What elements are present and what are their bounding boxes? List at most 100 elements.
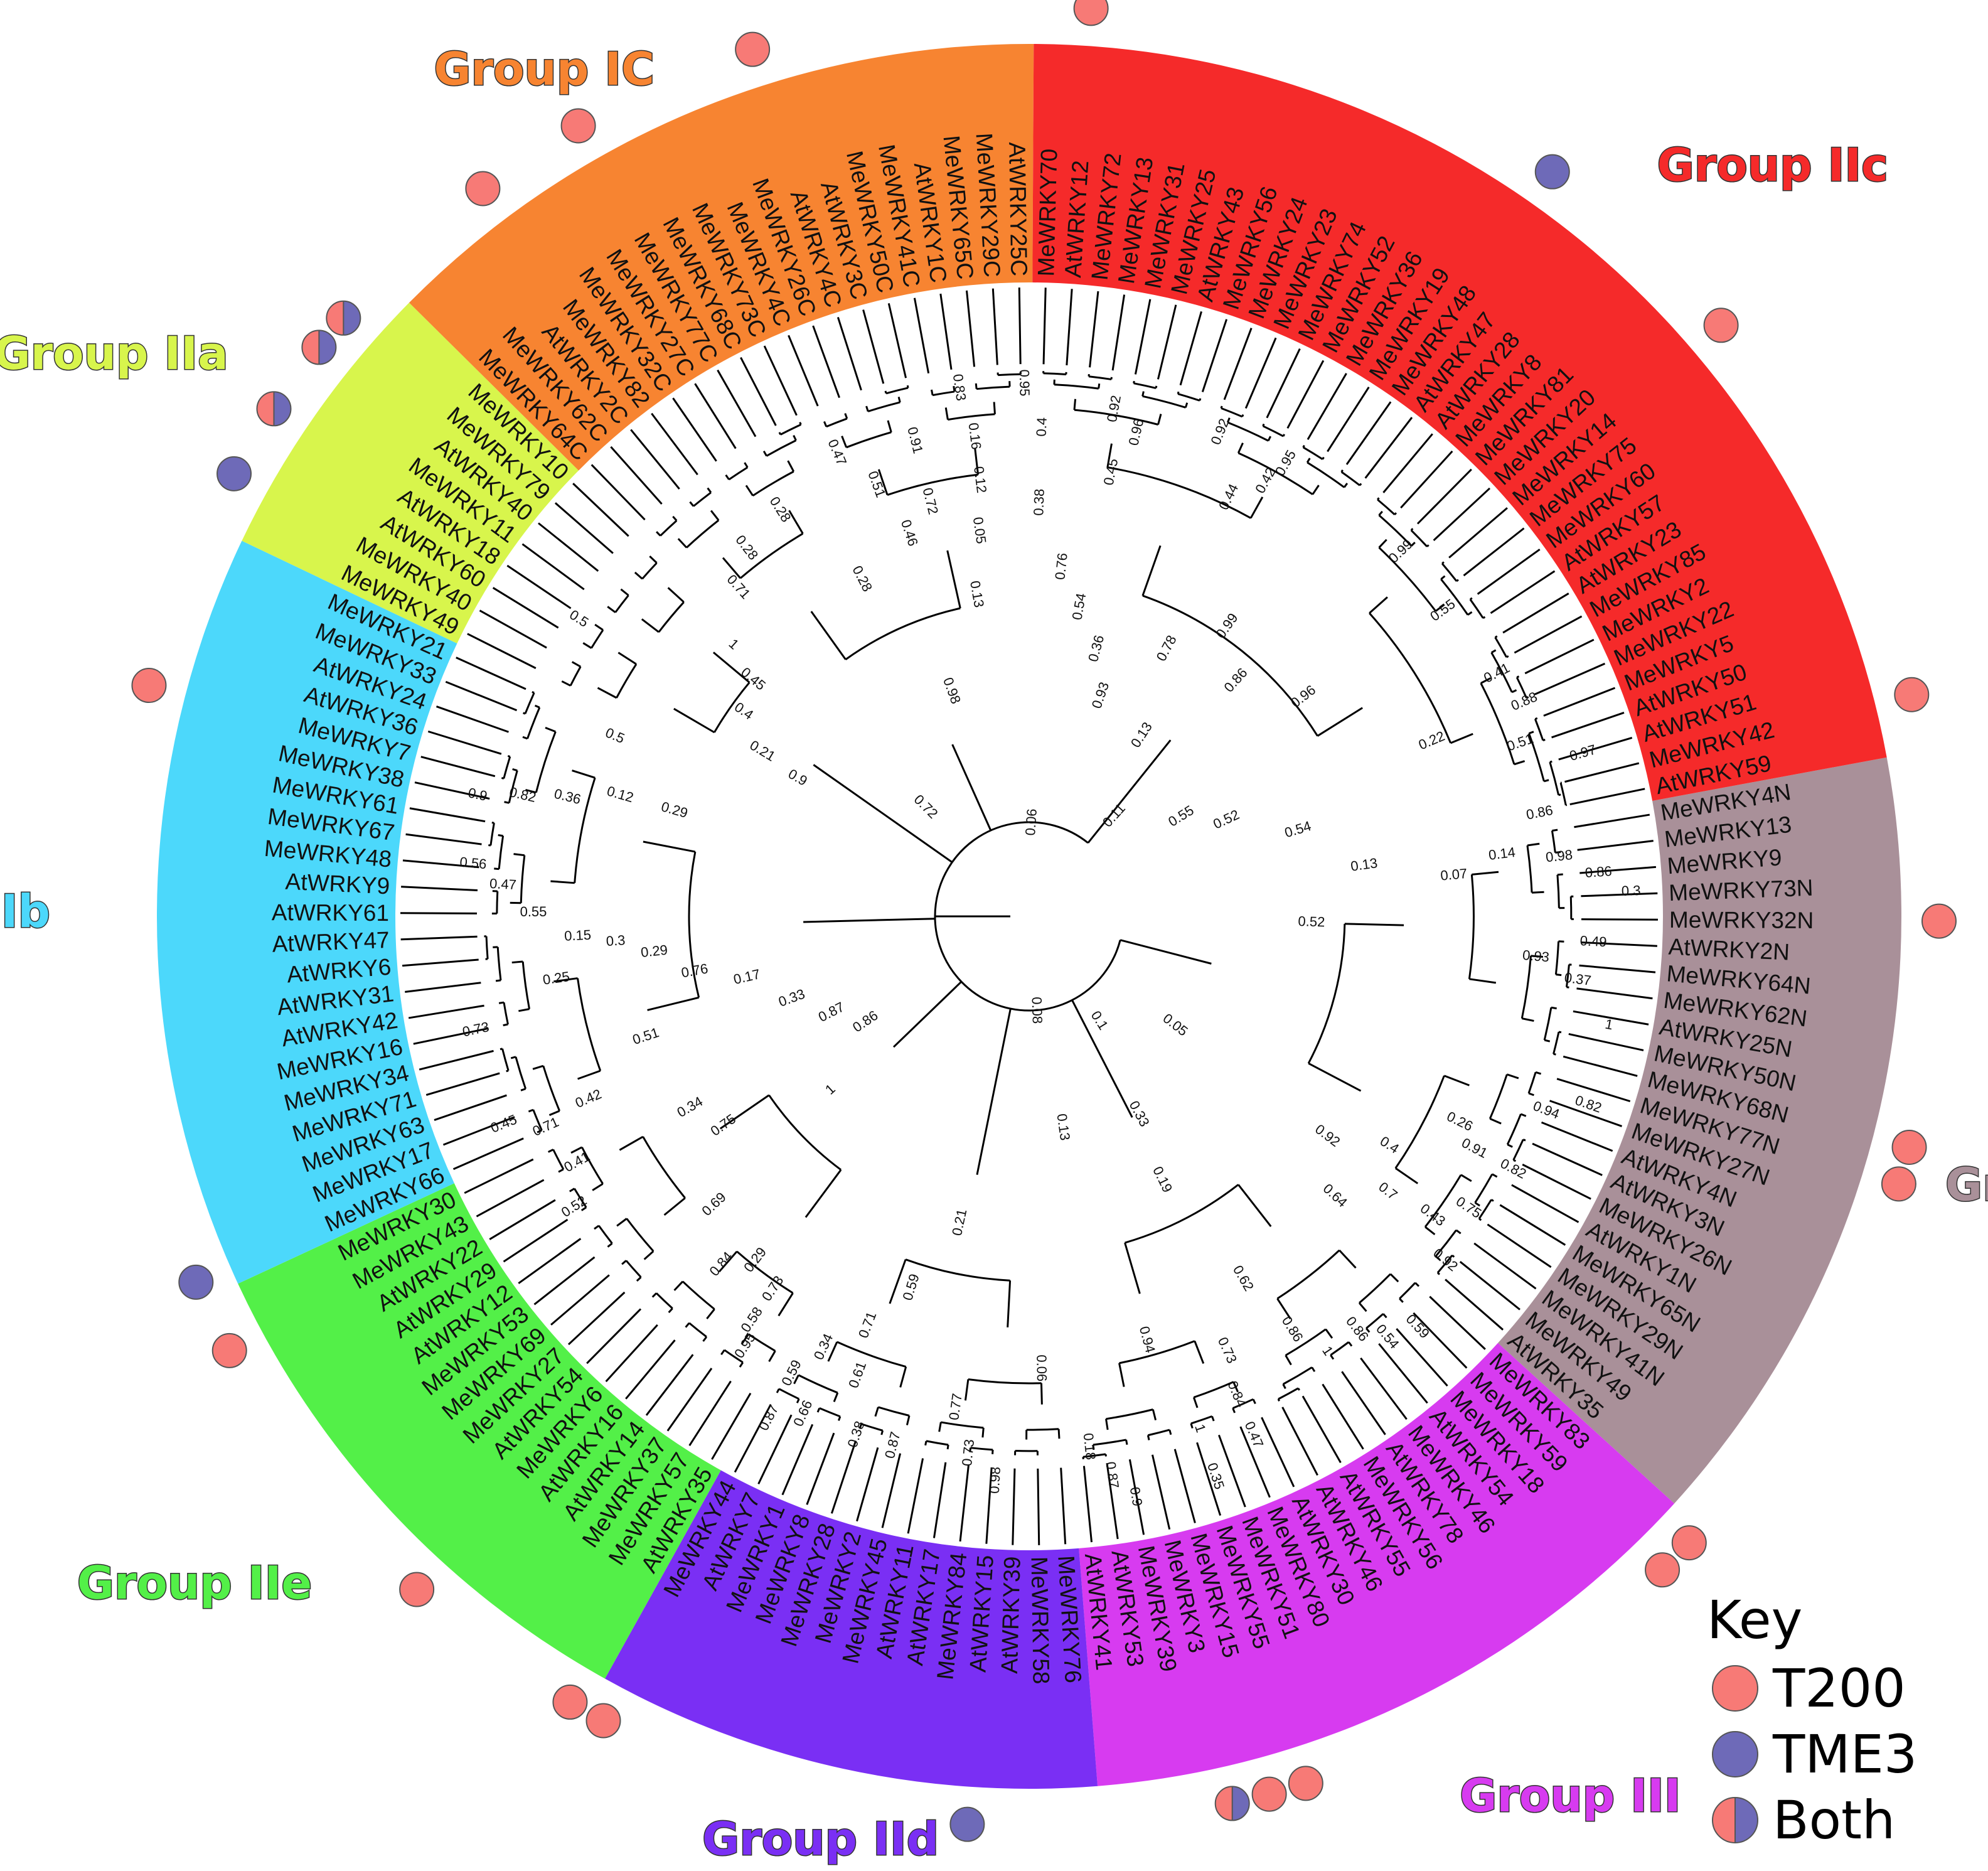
tree-branch (581, 1147, 604, 1184)
bootstrap-value: 0.52 (1210, 807, 1241, 832)
tree-branch (1426, 544, 1430, 547)
tree-branch (763, 345, 798, 416)
tree-branch (1549, 761, 1560, 796)
tree-branch (689, 501, 695, 507)
bootstrap-value: 0.92 (1207, 416, 1232, 447)
tree-branch (1194, 1341, 1205, 1364)
tree-branch (673, 1280, 684, 1291)
tree-branch (434, 1094, 507, 1121)
tree-branch (485, 936, 489, 960)
tree-branch (907, 1458, 924, 1534)
tree-branch (892, 981, 963, 1048)
tree-branch (1490, 649, 1497, 654)
bootstrap-value: 0.9 (467, 785, 489, 804)
bootstrap-value: 0.58 (737, 1304, 766, 1335)
leaf-label: MeWRKY73N (1669, 875, 1814, 906)
tree-branch (1105, 1418, 1109, 1430)
tree-branch (841, 436, 848, 448)
tree-branch (856, 1447, 879, 1522)
leaf-label: AtWRKY9 (285, 869, 390, 899)
bootstrap-value: 0.43 (1418, 1201, 1448, 1230)
tree-branch (778, 1292, 794, 1317)
group-label: Group IIe (77, 1557, 312, 1609)
tree-branch (476, 1179, 545, 1218)
bootstrap-value: 0.21 (949, 1208, 970, 1237)
t200-marker (211, 1332, 247, 1368)
t200-marker (1703, 308, 1739, 343)
bootstrap-value: 0.93 (1522, 947, 1550, 965)
tree-branch (647, 996, 700, 1011)
t200-marker (131, 668, 167, 704)
tree-branch (1480, 682, 1515, 765)
tree-branch (1527, 1071, 1537, 1094)
tree-branch (489, 822, 495, 846)
tree-branch (1576, 987, 1653, 1000)
bootstrap-value: 0.47 (489, 876, 517, 893)
tree-branch (1472, 871, 1499, 876)
tree-branch (884, 390, 887, 394)
tree-branch (1511, 689, 1517, 694)
tree-branch (641, 562, 658, 580)
tree-branch (1526, 696, 1529, 699)
tree-branch (793, 434, 797, 441)
legend-item-label: TME3 (1772, 1724, 1917, 1785)
tree-branch (707, 487, 712, 493)
bootstrap-value: 0.87 (1103, 1461, 1122, 1489)
tree-branch (740, 1333, 749, 1345)
tree-branch (524, 692, 535, 714)
bootstrap-value: 0.28 (849, 563, 875, 594)
tree-branch (545, 727, 556, 733)
t200-marker (735, 31, 771, 67)
bootstrap-value: 0.69 (698, 1189, 729, 1219)
tree-branch (1266, 348, 1301, 419)
tree-branch (1237, 442, 1244, 454)
tree-branch (1173, 1449, 1196, 1523)
bootstrap-value: 0.4 (732, 699, 756, 723)
tree-branch (666, 1368, 713, 1432)
tree-branch (400, 935, 478, 941)
tree-branch (1226, 417, 1231, 423)
tree-branch (874, 1407, 879, 1417)
tree-branch (1463, 527, 1525, 577)
tree-branch (877, 469, 889, 496)
tree-branch (1568, 1033, 1644, 1051)
tree-branch (620, 588, 629, 596)
bootstrap-value: 0.82 (1498, 1155, 1529, 1182)
bootstrap-value: 0.13 (1350, 855, 1379, 874)
tree-branch (420, 756, 496, 778)
tree-branch (436, 705, 509, 733)
tree-branch (745, 485, 754, 496)
bootstrap-value: 0.84 (1224, 1378, 1249, 1409)
tree-branch (1581, 892, 1658, 898)
bootstrap-value: 0.33 (776, 986, 807, 1010)
leaf-label: AtWRKY61 (272, 899, 389, 926)
tree-branch (605, 1324, 658, 1383)
bootstrap-value: 0.34 (675, 1093, 706, 1120)
bootstrap-value: 0.98 (1545, 847, 1573, 865)
tree-branch (1513, 1159, 1517, 1162)
tree-branch (1400, 450, 1453, 509)
tree-branch (717, 369, 757, 437)
bootstrap-value: 0.21 (747, 737, 778, 764)
tree-branch (1237, 1184, 1272, 1227)
tree-branch (616, 663, 638, 699)
bootstrap-value: 0.52 (1298, 913, 1325, 930)
tree-branch (1201, 319, 1228, 392)
tree-branch (625, 1260, 642, 1278)
tree-branch (532, 1064, 544, 1070)
bootstrap-value: 0.86 (1343, 1314, 1372, 1344)
tree-branch (1522, 1164, 1591, 1200)
tree-branch (1221, 407, 1243, 418)
tree-branch (780, 424, 801, 436)
bootstrap-value: 0.54 (1283, 818, 1313, 840)
tree-branch (1490, 570, 1556, 614)
bootstrap-value: 0.51 (631, 1024, 661, 1048)
tree-branch (617, 651, 637, 665)
tree-branch (1413, 1312, 1468, 1369)
tree-branch (806, 1432, 835, 1505)
tree-branch (712, 651, 751, 684)
tree-branch (951, 744, 992, 831)
tree-branch (739, 532, 804, 579)
bootstrap-value: 0.7 (1376, 1179, 1400, 1203)
tree-branch (1322, 1383, 1364, 1450)
